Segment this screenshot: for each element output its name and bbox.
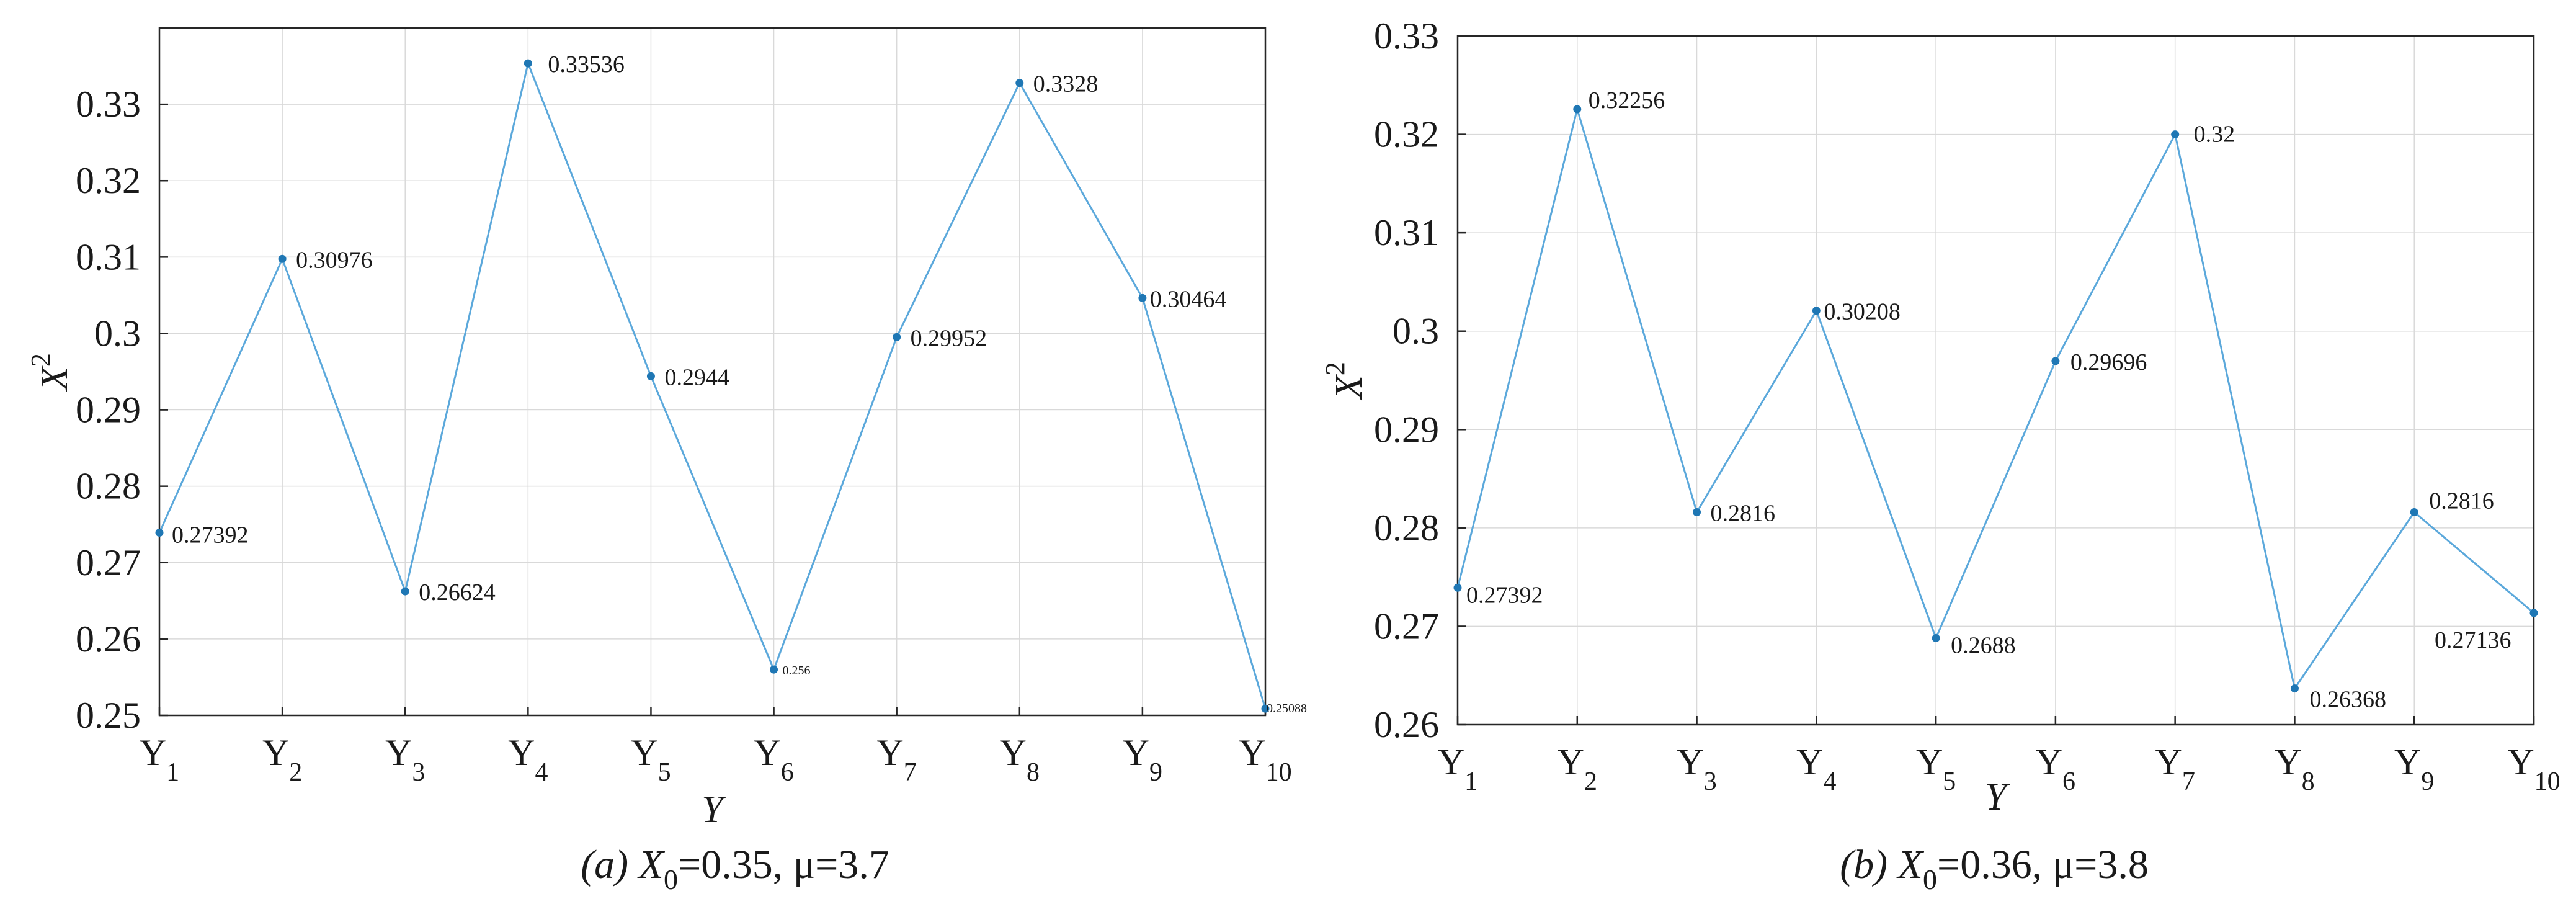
- data-label: 0.33536: [548, 51, 625, 78]
- data-point: [1261, 704, 1270, 713]
- x-tick-label: Y7: [2155, 741, 2195, 796]
- data-label: 0.2944: [664, 364, 729, 390]
- data-point: [1015, 79, 1024, 87]
- x-tick-label: Y4: [1796, 741, 1836, 796]
- x-tick-label: Y8: [2275, 741, 2314, 796]
- data-point: [524, 59, 532, 68]
- data-label: 0.29952: [911, 325, 987, 351]
- y-tick-label: 0.33: [76, 84, 141, 125]
- x-tick-label: Y3: [385, 732, 425, 787]
- x-tick-label: Y9: [2394, 741, 2434, 796]
- y-tick-label: 0.3: [1393, 311, 1439, 352]
- chart-panel-a: 0.25 0.26 0.27 0.28 0.29 0.3 0.31 0.32 0.33 Y1 Y2 Y…: [25, 27, 1307, 831]
- y-tick-label: 0.26: [76, 619, 141, 660]
- data-point: [155, 529, 164, 537]
- data-label: 0.32: [2194, 122, 2235, 148]
- x-tick-label: Y5: [631, 732, 671, 787]
- data-point: [2410, 508, 2418, 516]
- x-tick-label: Y10: [1239, 732, 1291, 787]
- data-label: 0.30208: [1824, 299, 1901, 325]
- y-tick-label: 0.28: [76, 466, 141, 507]
- y-tick-label: 0.25: [76, 695, 141, 736]
- x-tick-label: Y6: [754, 732, 793, 787]
- data-label: 0.2688: [1951, 632, 2016, 658]
- x-tick-label: Y1: [1438, 741, 1477, 796]
- x-tick-label: Y10: [2507, 741, 2560, 796]
- x-tick-label: Y2: [262, 732, 302, 787]
- y-tick-label: 0.31: [1374, 212, 1439, 253]
- x-axis-title: Y: [702, 789, 726, 831]
- series-line: [158, 60, 1267, 709]
- y-tick-label: 0.26: [1374, 704, 1439, 745]
- data-point: [1932, 633, 1940, 642]
- data-label: 0.2816: [1711, 500, 1776, 526]
- data-point: [770, 665, 778, 674]
- panel-caption-a: (a) X0=0.35, μ=3.7: [581, 842, 889, 895]
- plot-area-frame: [1456, 35, 2535, 726]
- data-label: 0.2816: [2429, 488, 2494, 514]
- y-tick-label: 0.29: [76, 390, 141, 431]
- data-label: 0.27392: [172, 522, 249, 548]
- data-label: 0.32256: [1589, 87, 1665, 114]
- x-tick-label: Y6: [2036, 741, 2075, 796]
- x-tick-label: Y1: [140, 732, 179, 787]
- data-point: [2171, 130, 2180, 139]
- x-tick-label: Y9: [1123, 732, 1162, 787]
- data-point: [1812, 307, 1821, 315]
- series-line: [1456, 105, 2534, 691]
- data-point: [1453, 583, 1462, 592]
- data-label: 0.27392: [1466, 582, 1543, 608]
- y-tick-label: 0.27: [1374, 606, 1439, 647]
- data-label: 0.25088: [1267, 702, 1307, 715]
- data-label: 0.256: [783, 664, 811, 678]
- x-tick-label: Y8: [1000, 732, 1040, 787]
- data-point: [1573, 105, 1582, 114]
- data-label: 0.26368: [2309, 687, 2386, 713]
- data-point: [2290, 684, 2299, 693]
- data-point: [278, 254, 287, 263]
- y-tick-label: 0.32: [1374, 114, 1439, 155]
- data-label: 0.26624: [419, 580, 496, 606]
- y-tick-label: 0.32: [76, 160, 141, 201]
- data-label: 0.30464: [1150, 286, 1227, 312]
- x-tick-label: Y5: [1916, 741, 1956, 796]
- data-label: 0.30976: [296, 247, 372, 273]
- data-label: 0.3328: [1033, 71, 1099, 97]
- panel-caption-b: (b) X0=0.36, μ=3.8: [1840, 842, 2149, 895]
- plot-area-frame: [158, 27, 1267, 717]
- data-point: [2529, 609, 2538, 617]
- x-tick-label: Y4: [508, 732, 548, 787]
- data-label: 0.29696: [2070, 349, 2147, 375]
- y-axis-title: X2: [1320, 362, 1370, 401]
- data-point: [2051, 357, 2060, 365]
- data-point: [646, 372, 655, 380]
- y-axis-title: X2: [25, 353, 76, 392]
- x-tick-label: Y3: [1677, 741, 1716, 796]
- data-point: [893, 333, 901, 341]
- x-tick-label: Y7: [876, 732, 916, 787]
- data-label: 0.27136: [2435, 627, 2511, 653]
- y-tick-label: 0.3: [94, 313, 141, 354]
- y-tick-label: 0.31: [76, 236, 141, 277]
- y-tick-label: 0.28: [1374, 508, 1439, 548]
- data-point: [401, 587, 409, 596]
- y-tick-label: 0.33: [1374, 16, 1439, 56]
- chart-panel-b: 0.26 0.27 0.28 0.29 0.3 0.31 0.32 0.33 Y1 Y2 Y3 Y4 Y…: [1320, 16, 2560, 818]
- data-point: [1138, 293, 1147, 302]
- y-tick-label: 0.27: [76, 542, 141, 583]
- x-tick-label: Y2: [1558, 741, 1597, 796]
- y-tick-label: 0.29: [1374, 409, 1439, 450]
- data-point: [1693, 508, 1701, 516]
- x-axis-title: Y: [1985, 776, 2010, 818]
